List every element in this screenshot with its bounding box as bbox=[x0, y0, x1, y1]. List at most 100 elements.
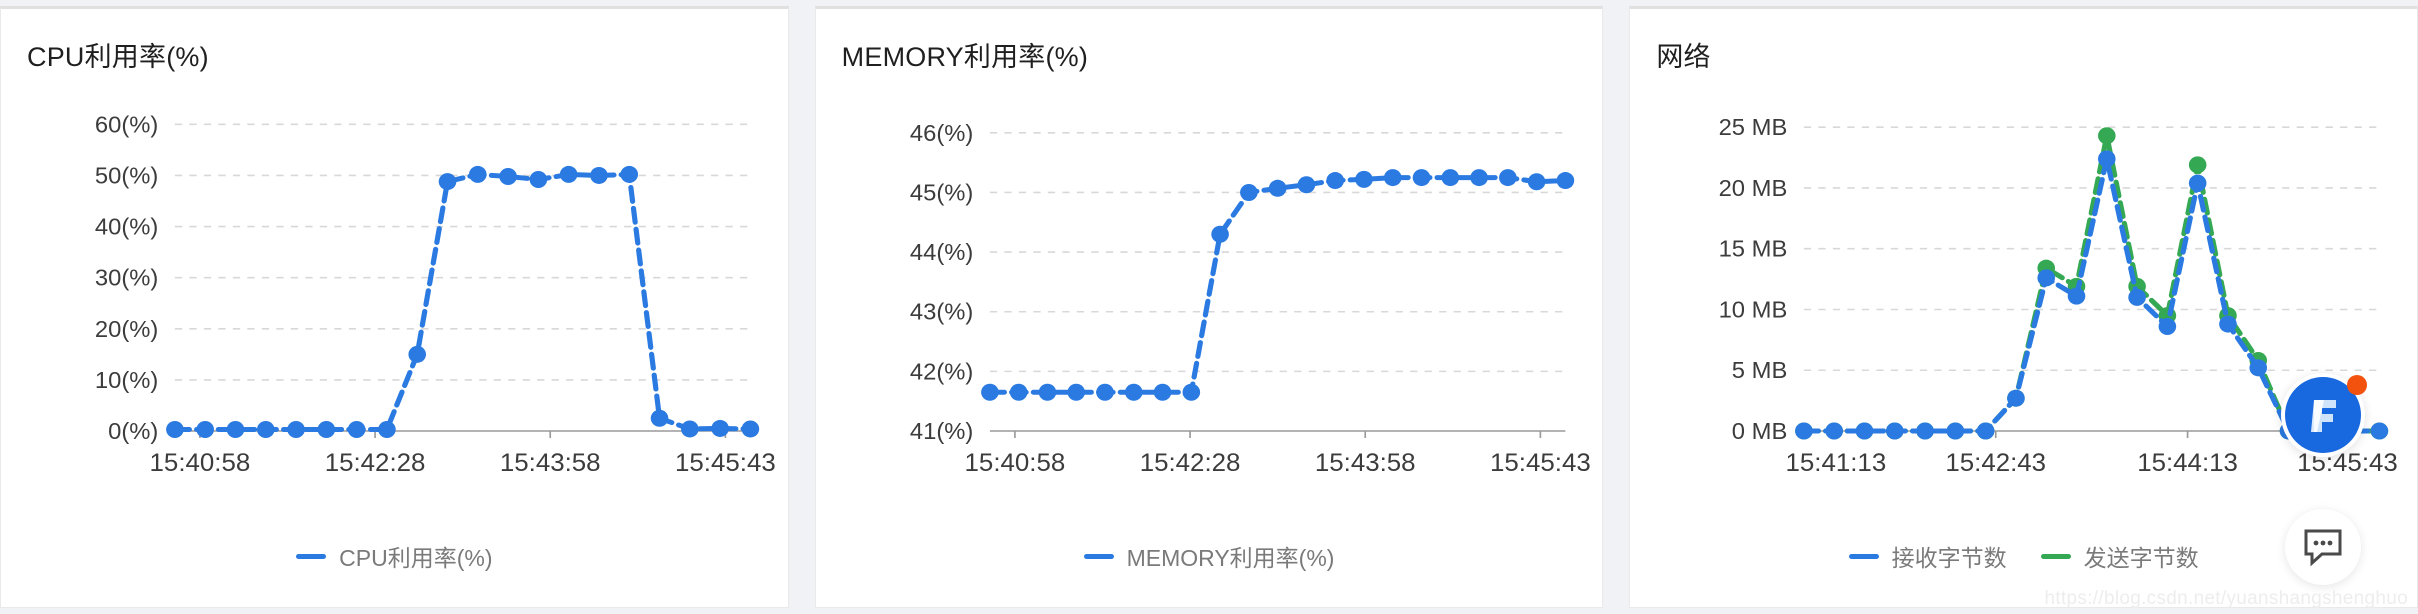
x-tick-label: 15:40:58 bbox=[964, 449, 1065, 477]
legend-item-sent[interactable]: 发送字节数 bbox=[2040, 539, 2199, 573]
data-point[interactable] bbox=[196, 420, 214, 438]
data-point[interactable] bbox=[620, 165, 639, 183]
x-tick-label: 15:43:58 bbox=[1315, 449, 1416, 477]
data-point[interactable] bbox=[590, 166, 608, 184]
data-point[interactable] bbox=[1527, 173, 1546, 191]
y-tick-label: 40(%) bbox=[95, 214, 158, 240]
data-point[interactable] bbox=[980, 383, 999, 401]
data-point[interactable] bbox=[1095, 383, 1114, 401]
data-point[interactable] bbox=[2189, 156, 2207, 174]
legend-swatch-cpu bbox=[296, 553, 327, 559]
data-point[interactable] bbox=[1469, 169, 1488, 187]
data-point[interactable] bbox=[2098, 127, 2116, 145]
data-point[interactable] bbox=[2037, 269, 2056, 287]
y-tick-label: 46(%) bbox=[910, 120, 973, 146]
card-memory-title: MEMORY利用率(%) bbox=[841, 42, 1089, 72]
legend-swatch-received bbox=[1848, 553, 1879, 559]
data-point[interactable] bbox=[1498, 169, 1517, 187]
y-tick-label: 50(%) bbox=[95, 163, 158, 189]
legend-swatch-memory bbox=[1083, 553, 1114, 559]
legend-label-cpu: CPU利用率(%) bbox=[339, 545, 493, 571]
data-point[interactable] bbox=[1977, 422, 1995, 440]
chat-bubble-icon bbox=[2304, 529, 2342, 567]
data-point[interactable] bbox=[1182, 383, 1200, 401]
data-point[interactable] bbox=[1556, 172, 1574, 190]
data-point[interactable] bbox=[287, 420, 305, 438]
data-point[interactable] bbox=[2370, 422, 2389, 440]
network-line-chart[interactable]: 0 MB 5 MB 10 MB 15 MB 20 MB 25 MB 15:41:13 15:4… bbox=[1630, 79, 2417, 539]
data-point[interactable] bbox=[1124, 383, 1143, 401]
data-point[interactable] bbox=[2158, 318, 2177, 336]
x-tick-label: 15:41:13 bbox=[1786, 449, 1887, 477]
y-tick-label: 44(%) bbox=[910, 239, 973, 265]
data-point[interactable] bbox=[741, 420, 760, 438]
data-point[interactable] bbox=[1009, 383, 1028, 401]
data-point[interactable] bbox=[1268, 179, 1287, 197]
y-tick-label: 15 MB bbox=[1719, 236, 1788, 262]
data-point[interactable] bbox=[408, 345, 427, 363]
data-point[interactable] bbox=[1412, 169, 1431, 187]
data-point[interactable] bbox=[166, 420, 184, 438]
data-point[interactable] bbox=[650, 409, 669, 427]
cpu-legend: CPU利用率(%) bbox=[1, 539, 788, 573]
data-point[interactable] bbox=[1354, 170, 1373, 188]
data-point[interactable] bbox=[1153, 383, 1172, 401]
memory-line-chart[interactable]: 41(%) 42(%) 43(%) 44(%) 45(%) 46(%) 15:40:58 15… bbox=[816, 79, 1603, 539]
data-point[interactable] bbox=[1856, 422, 1874, 440]
legend-item-received[interactable]: 接收字节数 bbox=[1848, 539, 2007, 573]
data-point[interactable] bbox=[1383, 169, 1402, 187]
data-point[interactable] bbox=[317, 420, 336, 438]
x-tick-label: 15:42:43 bbox=[1946, 449, 2047, 477]
data-point[interactable] bbox=[1038, 383, 1056, 401]
network-legend: 接收字节数 发送字节数 bbox=[1630, 539, 2417, 573]
chat-fab-button[interactable] bbox=[2285, 509, 2362, 585]
memory-plot-area[interactable]: 41(%) 42(%) 43(%) 44(%) 45(%) 46(%) 15:40:58 15… bbox=[816, 79, 1603, 539]
data-point[interactable] bbox=[1297, 176, 1315, 194]
x-tick-label: 15:40:58 bbox=[150, 449, 251, 477]
y-tick-label: 25 MB bbox=[1719, 115, 1788, 141]
data-point[interactable] bbox=[529, 171, 548, 189]
network-plot-area[interactable]: 0 MB 5 MB 10 MB 15 MB 20 MB 25 MB 15:41:13 15:4… bbox=[1630, 79, 2417, 539]
data-point[interactable] bbox=[2219, 315, 2238, 333]
legend-label-sent: 发送字节数 bbox=[2083, 545, 2199, 571]
fab-logo-circle[interactable] bbox=[2285, 375, 2368, 453]
data-point[interactable] bbox=[711, 419, 729, 437]
data-point[interactable] bbox=[2189, 174, 2207, 192]
card-network-title: 网络 bbox=[1656, 42, 1711, 72]
data-point[interactable] bbox=[378, 420, 396, 438]
feedback-fab-button[interactable] bbox=[2281, 373, 2368, 457]
legend-item-memory[interactable]: MEMORY利用率(%) bbox=[1083, 539, 1334, 573]
data-point[interactable] bbox=[1239, 183, 1258, 201]
x-tick-label: 15:45:43 bbox=[1490, 449, 1591, 477]
data-point[interactable] bbox=[681, 420, 699, 438]
data-point[interactable] bbox=[347, 420, 366, 438]
data-point[interactable] bbox=[2098, 150, 2116, 168]
y-tick-label: 5 MB bbox=[1732, 358, 1788, 384]
data-point[interactable] bbox=[1210, 225, 1229, 243]
data-point[interactable] bbox=[1795, 422, 1814, 440]
data-point[interactable] bbox=[559, 165, 578, 183]
data-point[interactable] bbox=[1916, 422, 1935, 440]
data-point[interactable] bbox=[438, 173, 457, 191]
legend-item-cpu[interactable]: CPU利用率(%) bbox=[296, 539, 493, 573]
data-point[interactable] bbox=[1067, 383, 1085, 401]
data-point[interactable] bbox=[2249, 359, 2268, 377]
data-point[interactable] bbox=[2068, 287, 2086, 305]
y-tick-label: 10 MB bbox=[1719, 297, 1788, 323]
data-point[interactable] bbox=[2128, 288, 2147, 306]
data-point[interactable] bbox=[2007, 389, 2026, 407]
data-point[interactable] bbox=[1441, 169, 1459, 187]
data-point[interactable] bbox=[468, 165, 487, 183]
data-point[interactable] bbox=[256, 420, 275, 438]
cpu-plot-area[interactable]: 0(%) 10(%) 20(%) 30(%) 40(%) 50(%) 60(%) 15:40:… bbox=[1, 79, 788, 539]
cpu-line-chart[interactable]: 0(%) 10(%) 20(%) 30(%) 40(%) 50(%) 60(%) 15:40:… bbox=[1, 79, 788, 539]
data-point[interactable] bbox=[1946, 422, 1965, 440]
watermark-text: https://blog.csdn.net/yuanshangshenghuo bbox=[2044, 588, 2408, 609]
data-point[interactable] bbox=[1886, 422, 1904, 440]
data-point[interactable] bbox=[1326, 172, 1344, 190]
data-point[interactable] bbox=[499, 167, 517, 185]
card-network: 网络 0 MB 5 MB 10 MB 15 MB 20 MB 25 MB 15:41:13 1… bbox=[1629, 6, 2418, 608]
data-point[interactable] bbox=[226, 420, 245, 438]
data-point[interactable] bbox=[1825, 422, 1844, 440]
